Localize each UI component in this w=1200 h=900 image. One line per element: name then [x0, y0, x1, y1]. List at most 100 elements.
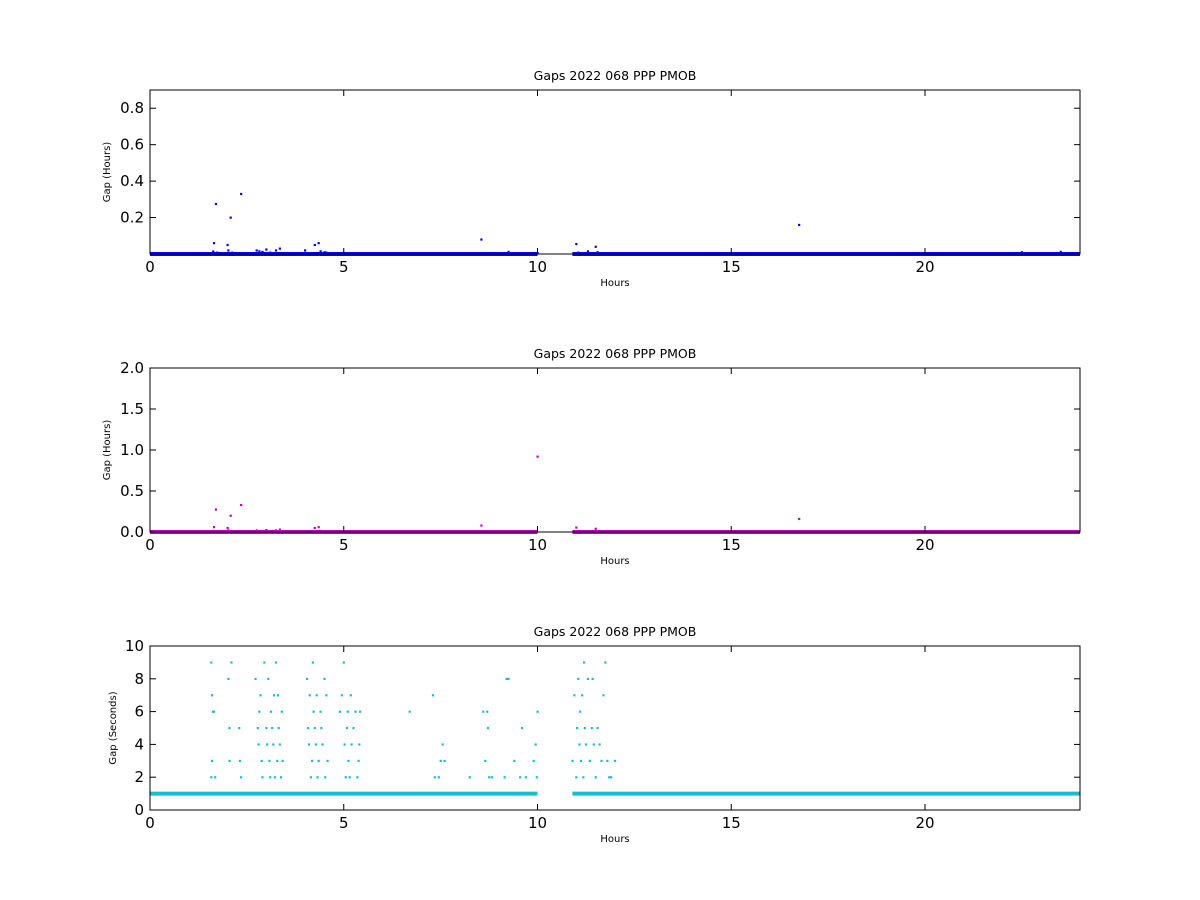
data-point [349, 694, 352, 697]
data-point [214, 776, 217, 779]
data-point [254, 677, 257, 680]
data-point [238, 252, 241, 255]
data-point [594, 527, 597, 530]
data-point [490, 776, 493, 779]
data-point [519, 776, 522, 779]
data-point [313, 243, 316, 247]
data-point [280, 710, 283, 713]
data-point [278, 528, 282, 531]
data-point [536, 710, 539, 713]
y-tick-label: 2 [134, 768, 144, 786]
y-tick-label: 0.0 [120, 523, 144, 541]
data-point [575, 242, 578, 246]
data-point [581, 694, 584, 697]
data-point [596, 727, 599, 730]
data-point [488, 776, 491, 779]
data-point [231, 251, 234, 254]
data-point [524, 776, 528, 779]
data-point [211, 710, 214, 713]
chart-title: Gaps 2022 068 PPP PMOB [534, 68, 697, 83]
data-point [486, 727, 490, 730]
y-tick-label: 1.0 [120, 441, 144, 459]
data-point [307, 743, 311, 746]
data-point [267, 677, 270, 680]
data-point [319, 250, 322, 253]
data-point [480, 238, 483, 241]
x-tick-label: 10 [528, 536, 547, 554]
data-point [309, 776, 313, 779]
data-point [571, 759, 574, 762]
data-point [265, 528, 268, 532]
data-point [535, 776, 538, 779]
y-tick-label: 10 [125, 637, 144, 655]
data-point [579, 759, 583, 762]
data-point [212, 710, 216, 713]
data-point [573, 694, 576, 697]
x-tick-label: 20 [915, 814, 934, 832]
data-point [344, 776, 347, 779]
x-tick-label: 0 [145, 814, 155, 832]
data-point [1059, 250, 1062, 254]
data-point [604, 661, 607, 664]
y-tick-label: 6 [134, 703, 144, 721]
data-point [313, 727, 316, 730]
x-tick-label: 5 [339, 814, 349, 832]
data-point [231, 530, 234, 533]
x-axis-label: Hours [600, 278, 629, 289]
data-point [343, 743, 346, 746]
data-point [212, 529, 215, 533]
data-point [308, 694, 311, 697]
data-point [315, 694, 318, 697]
axes-frame [149, 89, 1081, 255]
data-point [238, 727, 241, 730]
y-tick-label: 0.6 [120, 136, 144, 154]
data-point [272, 743, 275, 746]
y-tick-label: 1.5 [120, 400, 144, 418]
data-point [313, 526, 316, 530]
subplot-2: 0 5 10 15 20 0.0 0.5 1.0 1.5 2.0 Gaps 2022 068 PPP… [102, 346, 1081, 567]
data-point [319, 529, 322, 532]
data-point [443, 759, 446, 762]
data-point [263, 661, 266, 664]
data-point [482, 252, 485, 255]
data-point [505, 677, 508, 680]
data-point [271, 727, 274, 730]
data-point [258, 710, 261, 713]
data-point [441, 743, 444, 746]
data-point [437, 776, 440, 779]
data-point [230, 661, 233, 664]
data-point [484, 759, 487, 762]
data-point [238, 759, 242, 762]
data-point [342, 661, 345, 664]
x-axis-label: Hours [600, 556, 629, 567]
data-point [227, 677, 230, 680]
axes-frame [149, 367, 1081, 533]
data-point [226, 526, 229, 530]
data-point [323, 677, 326, 680]
x-axis-label: Hours [600, 834, 629, 845]
data-point [577, 677, 580, 680]
data-point [325, 694, 328, 697]
data-point [268, 759, 271, 762]
data-point [274, 249, 278, 252]
data-point [314, 743, 318, 746]
y-tick-label: 0.4 [120, 172, 144, 190]
data-point [265, 727, 268, 730]
y-tick-label: 0.5 [120, 482, 144, 500]
data-point [586, 250, 590, 253]
data-point [588, 759, 592, 762]
y-tick-label: 0.8 [120, 99, 144, 117]
x-tick-label: 5 [339, 536, 349, 554]
data-point [431, 694, 435, 697]
y-tick-label: 2.0 [120, 359, 144, 377]
y-tick-label: 0.2 [120, 209, 144, 227]
data-point [312, 710, 315, 713]
data-point [240, 776, 243, 779]
data-point [486, 710, 489, 713]
data-point [577, 251, 580, 254]
x-tick-label: 15 [722, 536, 741, 554]
data-point [274, 661, 278, 664]
data-point [359, 710, 362, 713]
data-point [266, 743, 269, 746]
data-point [273, 694, 276, 697]
